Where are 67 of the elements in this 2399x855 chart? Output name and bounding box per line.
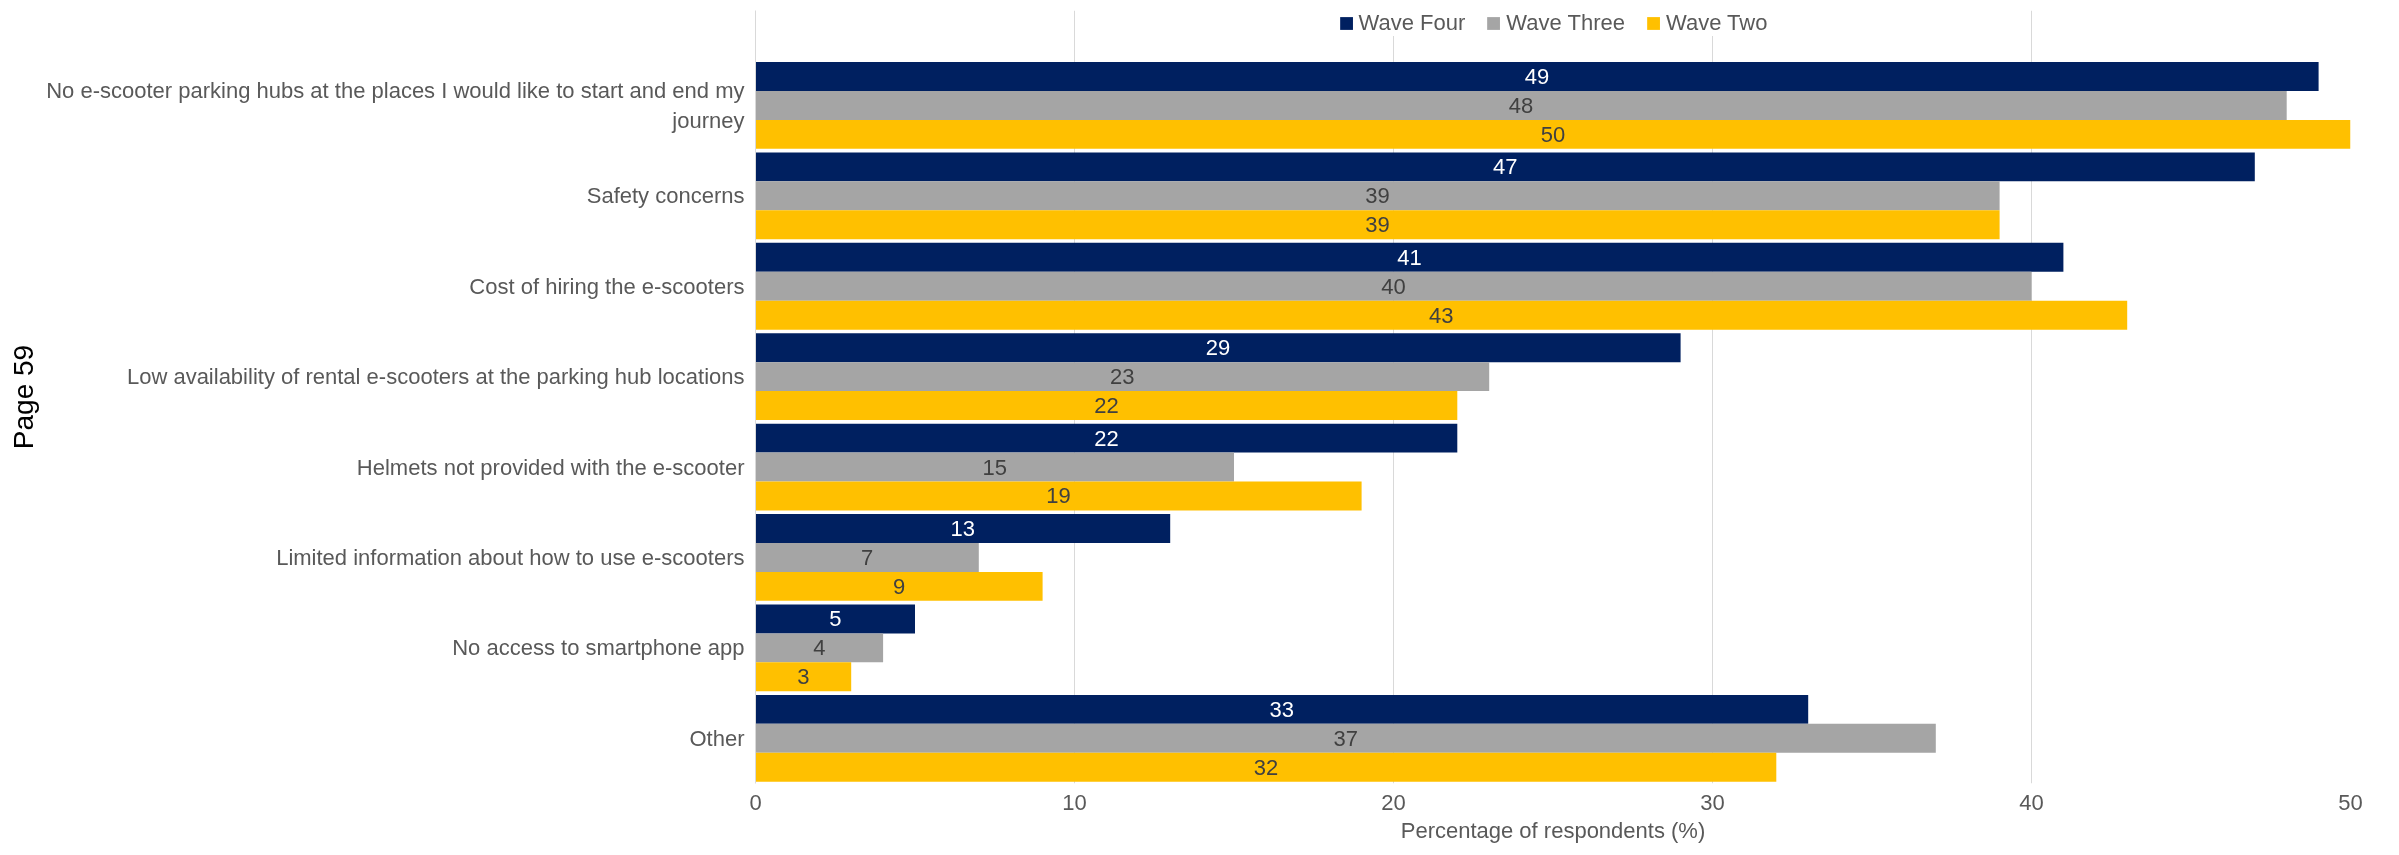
x-tick-label: 30: [1700, 789, 1725, 815]
y-tick-label: No e-scooter parking hubs at the places I would like to start and end my journey: [46, 77, 745, 133]
y-tick-label: Cost of hiring the e-scooters: [469, 273, 745, 299]
bar: [755, 633, 884, 663]
data-label: 41: [1397, 244, 1422, 270]
bar: [755, 391, 1458, 421]
data-label: 29: [1205, 335, 1231, 361]
bar: [755, 181, 2000, 211]
text: Page 59: [7, 344, 39, 450]
bar: [755, 662, 852, 692]
data-label: 19: [1046, 483, 1071, 509]
bar: [755, 271, 2032, 301]
bar: [755, 752, 1777, 782]
bar: [755, 362, 1490, 392]
data-label: 37: [1333, 725, 1358, 751]
data-label: 47: [1492, 154, 1518, 180]
data-label: 15: [982, 454, 1007, 480]
data-label: 43: [1429, 302, 1454, 328]
bar: [755, 543, 979, 572]
bar: [755, 571, 1043, 601]
bar: [755, 452, 1234, 482]
x-tick-label: 20: [1381, 789, 1406, 815]
bar: [755, 694, 1809, 724]
bar: [755, 423, 1458, 453]
bar: [755, 62, 2319, 91]
data-label: 50: [1540, 121, 1566, 147]
data-label: 39: [1365, 212, 1390, 238]
legend-label: Wave Three: [1506, 10, 1625, 36]
bar: [755, 90, 2287, 120]
x-tick-label: 50: [2338, 789, 2363, 815]
bar: [755, 152, 2255, 182]
bar: [755, 300, 2128, 330]
bar: [755, 242, 2064, 272]
data-label: 40: [1381, 273, 1406, 299]
y-tick-label: Limited information about how to use e-scooters: [276, 544, 745, 570]
legend-label: Wave Two: [1665, 10, 1768, 36]
bar: [755, 514, 1171, 544]
data-label: 4: [813, 635, 826, 661]
data-label: 22: [1094, 393, 1119, 419]
y-tick-label: Low availability of rental e-scooters at the parking hub locations: [126, 364, 745, 390]
bar: [755, 333, 1681, 363]
bar: [755, 481, 1362, 511]
data-label: 48: [1508, 92, 1534, 118]
data-label: 32: [1253, 754, 1279, 780]
data-label: 22: [1094, 425, 1119, 451]
y-tick-label: Helmets not provided with the e-scooter: [356, 454, 745, 480]
legend-label: Wave Four: [1358, 10, 1466, 36]
bar: [755, 723, 1936, 753]
data-label: 33: [1269, 696, 1295, 722]
y-tick-label: Other: [689, 725, 745, 751]
y-tick-label: No access to smartphone app: [452, 635, 745, 661]
x-tick-label: 0: [749, 789, 762, 815]
data-label: 9: [892, 573, 906, 599]
data-label: 49: [1524, 64, 1550, 89]
bar: [755, 604, 915, 634]
data-label: 39: [1365, 183, 1390, 209]
bar: [755, 210, 2000, 240]
x-tick-label: 40: [2019, 789, 2044, 815]
data-label: 13: [950, 516, 976, 542]
x-tick-label: 10: [1062, 789, 1087, 815]
data-label: 5: [829, 606, 842, 632]
data-label: 3: [797, 664, 810, 690]
data-label: 23: [1110, 364, 1135, 390]
data-label: 7: [861, 544, 874, 570]
y-tick-label: Safety concerns: [586, 183, 745, 209]
x-axis-title: Percentage of respondents (%): [1400, 817, 1706, 843]
bar: [755, 119, 2351, 149]
